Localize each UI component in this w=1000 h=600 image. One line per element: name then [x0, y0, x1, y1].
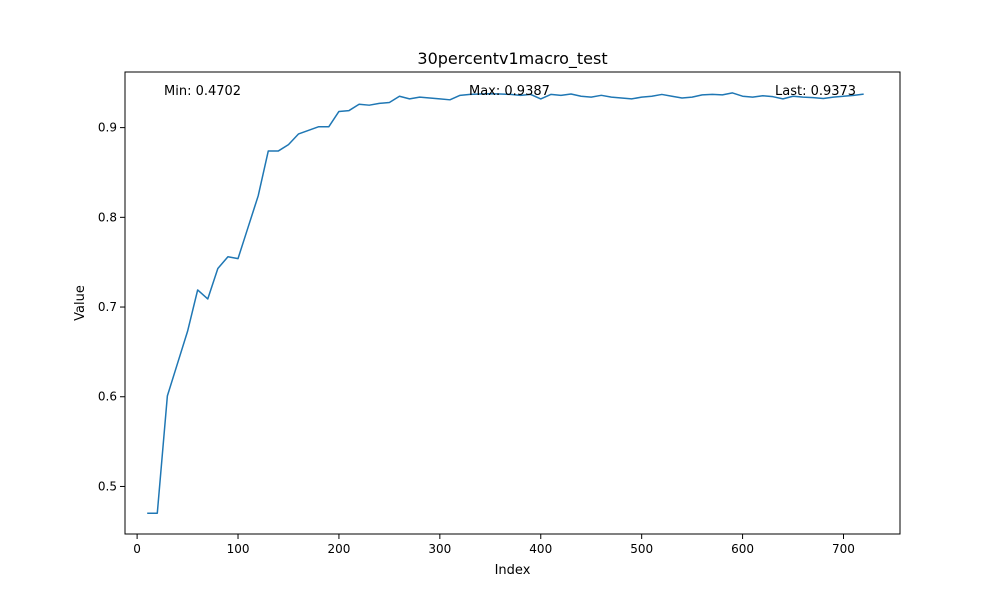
x-tick-label: 300 — [428, 542, 451, 556]
y-tick-label: 0.7 — [98, 300, 117, 314]
x-axis-ticks: 0 100 200 300 400 500 600 700 — [133, 534, 855, 556]
y-tick-label: 0.5 — [98, 479, 117, 493]
max-annotation: Max: 0.9387 — [469, 84, 550, 99]
x-tick-label: 700 — [832, 542, 855, 556]
plot-frame — [124, 71, 901, 535]
y-axis-label: Value — [73, 285, 88, 321]
x-tick-label: 0 — [133, 542, 141, 556]
min-annotation: Min: 0.4702 — [164, 84, 241, 99]
y-tick-label: 0.8 — [98, 210, 117, 224]
x-tick-label: 200 — [327, 542, 350, 556]
y-axis-ticks: 0.5 0.6 0.7 0.8 0.9 — [98, 121, 125, 493]
y-tick-label: 0.6 — [98, 390, 117, 404]
x-tick-label: 400 — [529, 542, 552, 556]
chart-title: 30percentv1macro_test — [417, 49, 607, 69]
last-annotation: Last: 0.9373 — [775, 84, 856, 99]
x-tick-label: 600 — [731, 542, 754, 556]
x-tick-label: 500 — [630, 542, 653, 556]
x-axis-label: Index — [495, 563, 531, 578]
y-tick-label: 0.9 — [98, 121, 117, 135]
x-tick-label: 100 — [227, 542, 250, 556]
series-line — [147, 92, 864, 514]
